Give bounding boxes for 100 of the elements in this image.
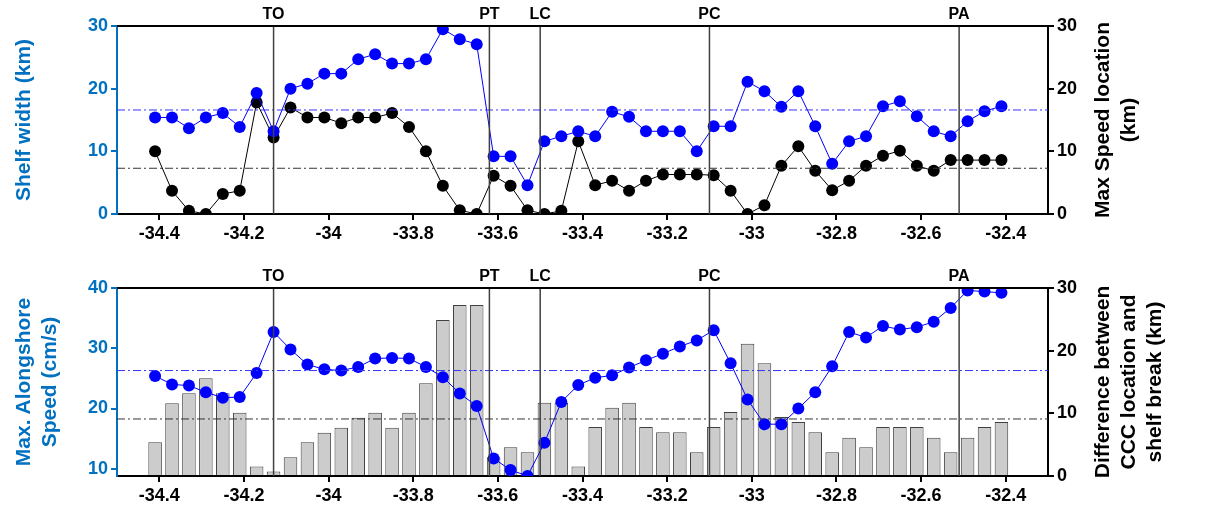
point [352,53,365,66]
point [944,301,957,314]
ref-line-label: PC [698,5,722,23]
point [335,117,348,130]
x-tick-label: -33.4 [561,222,604,243]
point [893,144,906,157]
x-tick-label: -32.4 [985,484,1027,505]
point [301,358,314,371]
point [419,145,432,158]
point [403,57,415,70]
ref-line-label: TO [262,5,285,23]
point [707,169,720,182]
ref-line-label: PA [948,267,971,285]
point [978,154,991,167]
point [386,57,399,70]
y2-axis-title: Difference between CCC location and shelf break (km) [1090,285,1166,479]
point [149,111,162,124]
y-tick-label: 20 [87,77,108,98]
point [301,111,314,124]
point [352,111,365,124]
x-tick-label: -34 [315,222,342,243]
point [318,111,331,124]
x-tick-label: -32.6 [900,484,942,505]
y-tick-label: 30 [87,14,108,35]
point [927,125,940,138]
point [521,179,534,192]
ref-line-label: PT [479,5,500,23]
point [961,154,974,167]
point [876,149,889,162]
point [555,130,568,143]
point [335,67,348,80]
point [860,331,873,344]
point [995,154,1008,167]
point [758,85,771,98]
point [250,87,263,100]
point [639,354,652,367]
point [843,135,856,148]
point [199,111,212,124]
point [284,82,297,95]
point [741,75,754,88]
x-tick-label: -33.4 [561,484,604,505]
point [555,395,568,408]
point [893,95,906,108]
x-tick-label: -32.6 [900,222,942,243]
x-tick-label: -33.2 [646,484,688,505]
point [470,38,483,51]
point [504,463,517,476]
x-tick-label: -33.2 [646,222,688,243]
point [910,110,923,123]
ref-line-label: LC [529,267,552,285]
point [623,184,636,197]
point [656,347,669,360]
point [182,204,195,214]
point [369,48,382,61]
point [369,352,382,365]
point [606,174,619,187]
point [741,393,754,406]
point [775,418,788,431]
point [166,378,179,391]
point [284,343,297,356]
point [860,130,873,143]
point [707,324,720,337]
y2-tick-label: 10 [1057,402,1078,423]
point [809,120,822,133]
point [199,386,212,399]
point [352,360,365,373]
point [436,371,449,384]
x-tick-label: -32.8 [815,222,857,243]
point [250,366,263,379]
point [436,179,449,192]
point [690,168,703,181]
x-tick-label: -34.4 [138,222,180,243]
point [403,120,415,133]
y-tick-label: 30 [87,337,108,358]
ref-line-label: TO [262,267,285,285]
point [724,357,737,370]
point [318,67,331,80]
x-tick-label: -33.6 [477,222,519,243]
y-tick-label: 0 [97,202,108,223]
y-tick-label: 10 [87,457,108,478]
point [826,157,839,170]
point [673,125,686,138]
point [572,379,585,392]
point [724,120,737,133]
y-tick-label: 40 [87,276,108,297]
point [216,187,229,200]
point [927,315,940,328]
point [927,164,940,177]
point [656,125,669,138]
point [453,33,466,46]
point [301,77,314,90]
x-tick-label: -33 [738,222,765,243]
point [860,159,873,172]
x-tick-label: -33.8 [392,484,434,505]
point [961,115,974,128]
point [792,402,805,415]
y2-tick-label: 0 [1057,464,1068,485]
point [673,168,686,181]
point [386,351,399,364]
point [453,387,466,400]
